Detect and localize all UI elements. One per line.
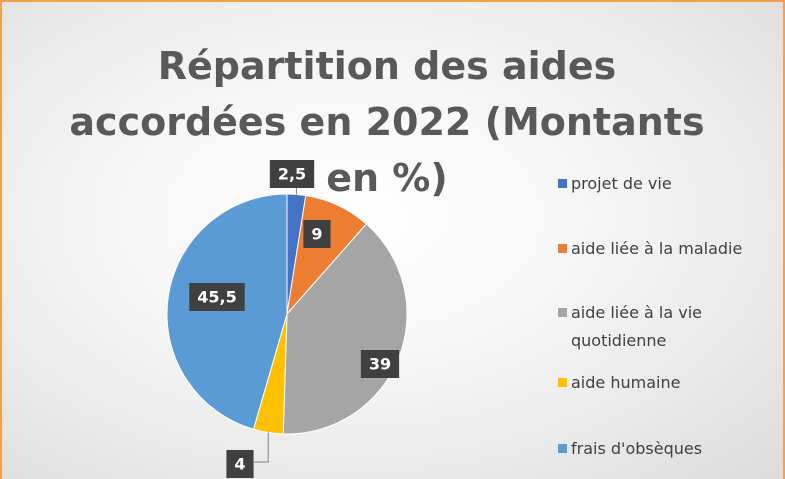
legend-swatch — [558, 179, 567, 188]
legend-item: aide humaine — [558, 369, 778, 397]
legend-label: aide humaine — [571, 373, 681, 392]
data-label-box — [303, 220, 331, 248]
pie-slice — [166, 193, 288, 430]
data-label-text: 9 — [311, 225, 322, 244]
data-label: 9 — [303, 220, 331, 248]
data-label: 39 — [360, 350, 400, 378]
data-label-text: 45,5 — [197, 288, 236, 307]
legend-label: projet de vie — [571, 174, 672, 193]
data-label: 4 — [226, 450, 254, 478]
legend-item: projet de vie — [558, 170, 778, 198]
data-label: 45,5 — [189, 283, 245, 311]
data-label-text: 39 — [369, 355, 391, 374]
data-label-box — [226, 450, 254, 478]
legend-swatch — [558, 444, 567, 453]
chart-title: Répartition des aides accordées en 2022 … — [69, 44, 705, 200]
legend-label: aide liée à la vie quotidienne — [571, 303, 702, 350]
data-label-box — [189, 283, 245, 311]
legend-label: aide liée à la maladie — [571, 239, 743, 258]
legend-item: aide liée à la vie quotidienne — [558, 299, 778, 355]
legend-item: aide liée à la maladie — [558, 235, 778, 263]
data-label-box — [269, 160, 315, 188]
data-label: 2,5 — [269, 160, 315, 188]
legend-label: frais d'obsèques — [571, 439, 703, 458]
legend-swatch — [558, 308, 567, 317]
legend-swatch — [558, 378, 567, 387]
data-label-text: 2,5 — [278, 165, 306, 184]
data-label-box — [360, 350, 400, 378]
legend-swatch — [558, 244, 567, 253]
legend-item: frais d'obsèques — [558, 435, 778, 463]
leader-line — [254, 432, 269, 463]
data-label-text: 4 — [234, 455, 245, 474]
